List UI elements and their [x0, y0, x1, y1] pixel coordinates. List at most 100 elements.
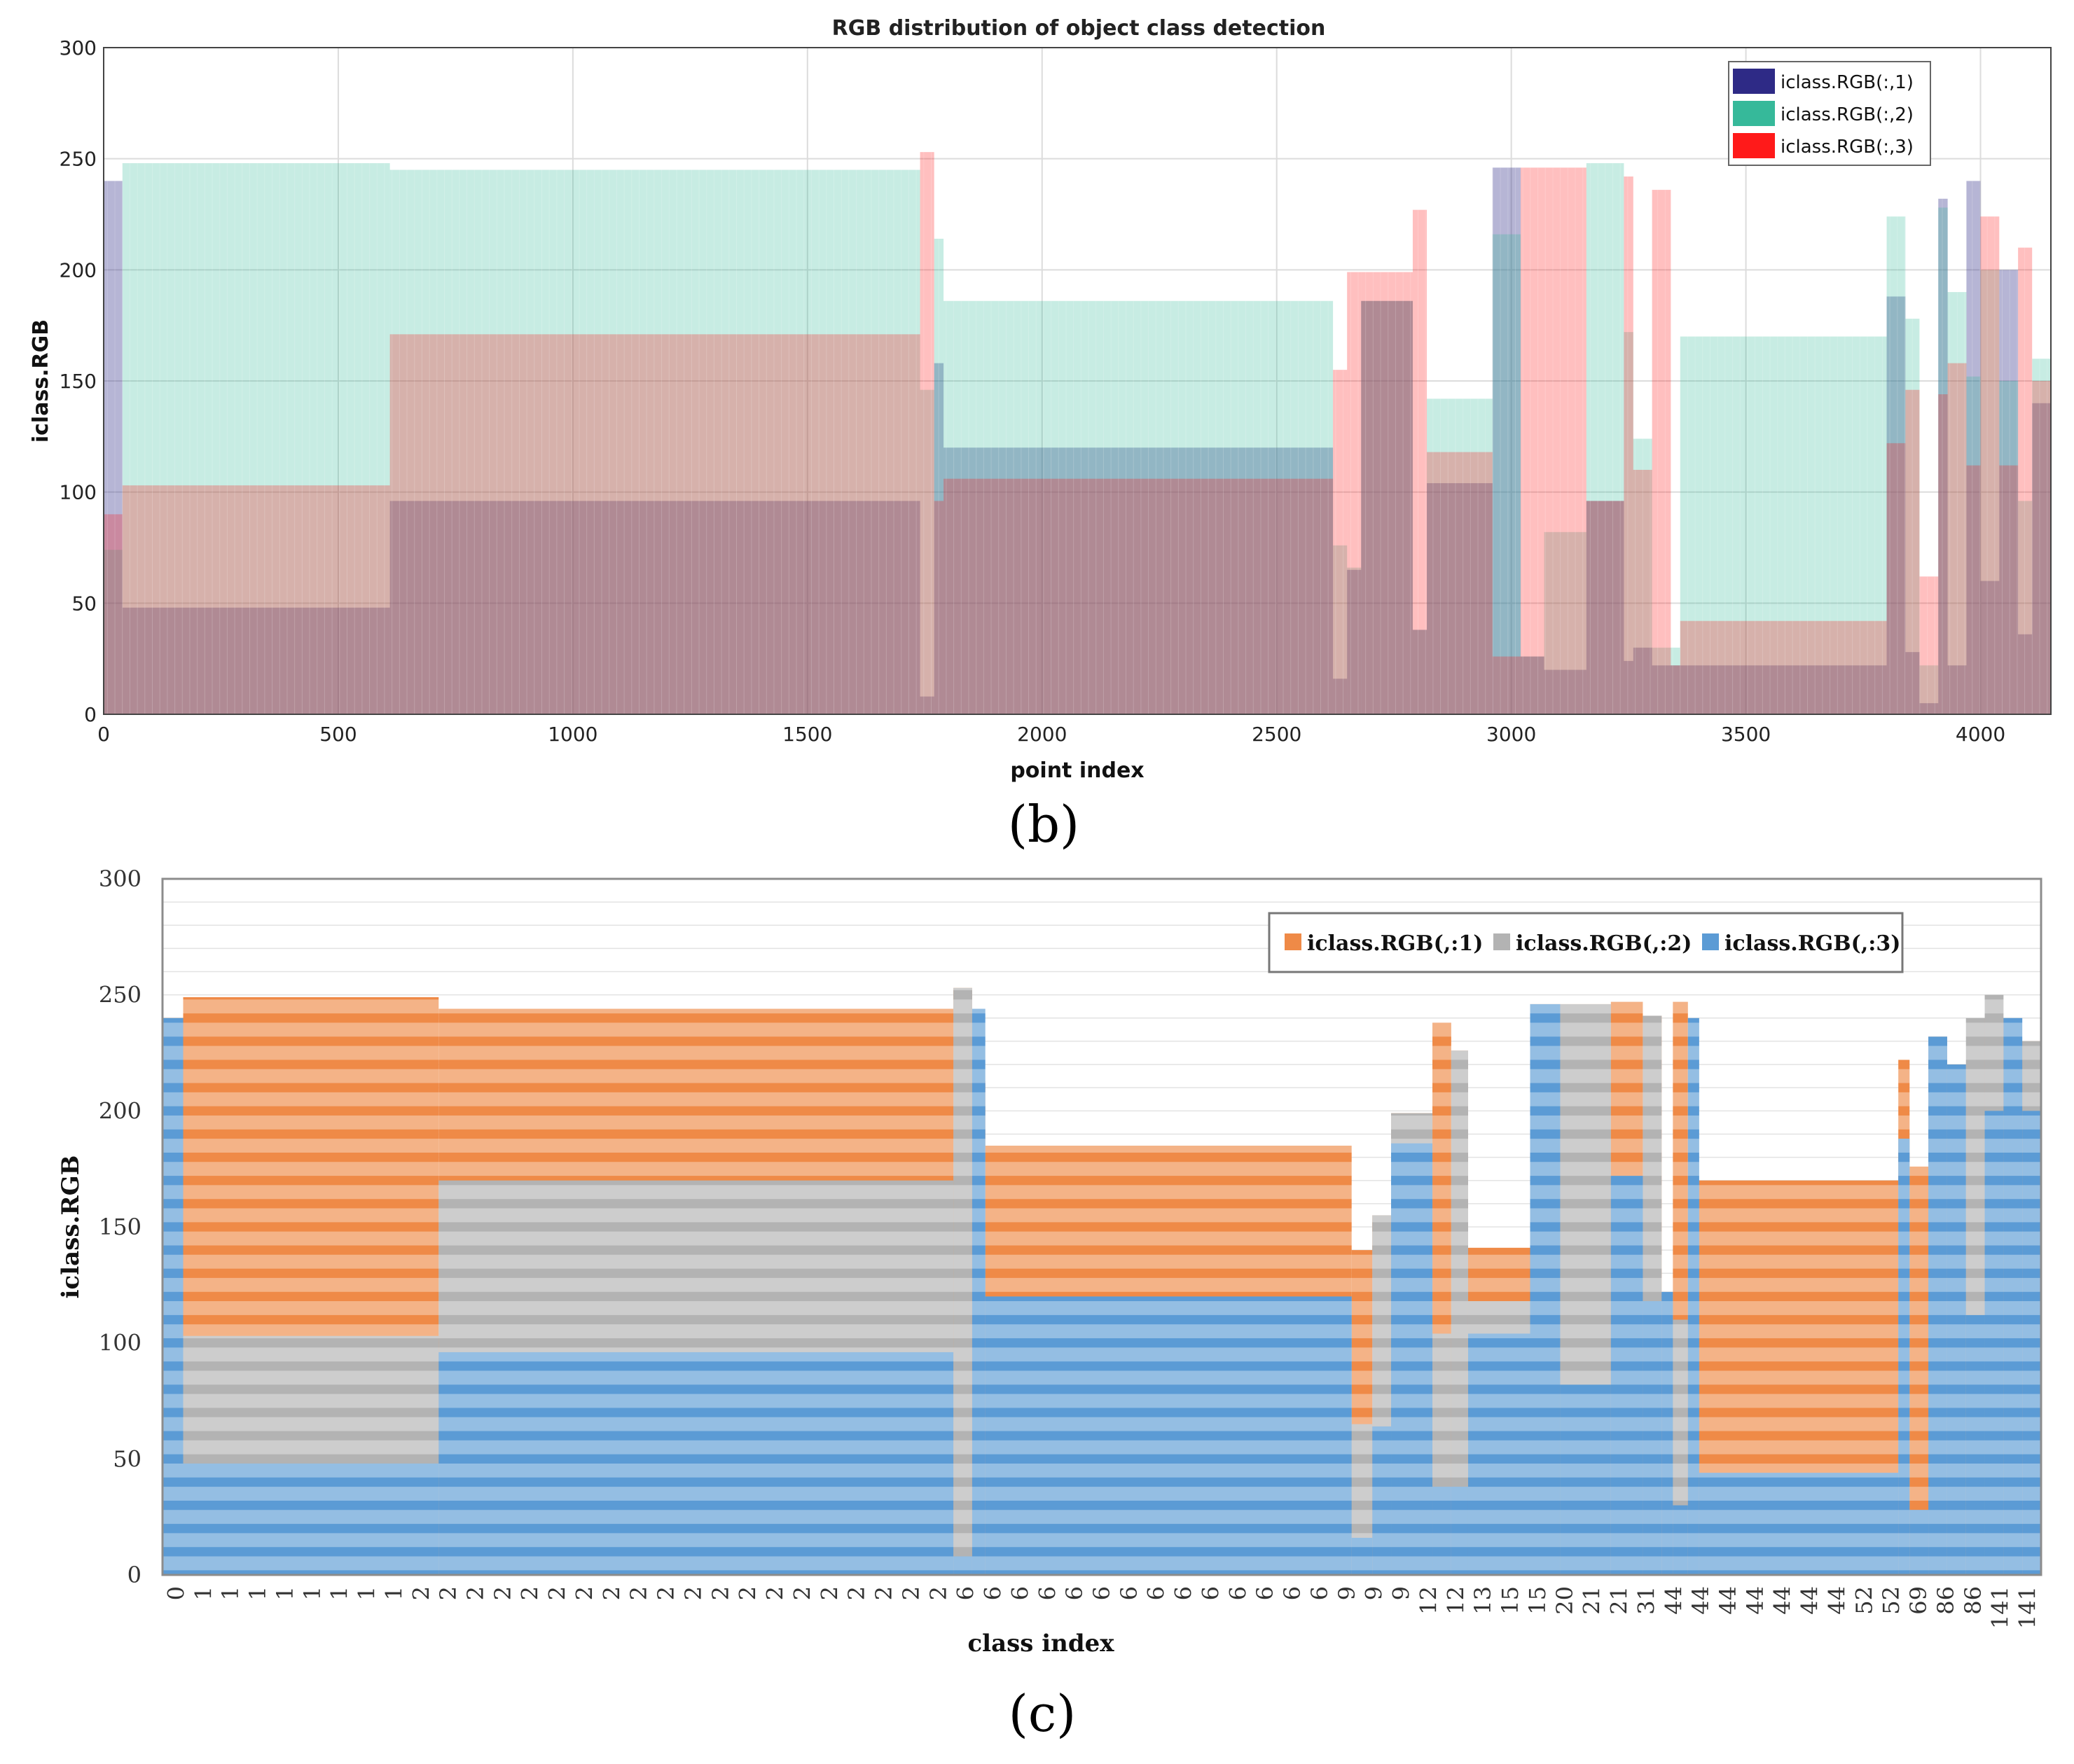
legend-box-c	[1268, 912, 1904, 973]
bar-stripe-c-21	[163, 1069, 2041, 1083]
x-tick-label-c-23: 2	[789, 1586, 815, 1600]
x-axis-label-c: class index	[967, 1630, 1114, 1658]
y-tick-label-b-1: 50	[71, 592, 97, 615]
bar-b-s2-15	[1586, 163, 1624, 715]
bar-stripe-c-29	[163, 883, 2041, 898]
bar-b-s1-5	[943, 447, 1334, 714]
bar-stripe-c-10	[163, 1324, 2041, 1339]
bar-b-s1-21	[1886, 296, 1906, 714]
bar-b-s2-23	[1919, 665, 1939, 714]
bar-b-s1-8	[1361, 300, 1413, 714]
bar-b-s1-10	[1427, 482, 1456, 714]
bar-texture-b	[106, 152, 2048, 714]
bar-stripe-c-23	[163, 1022, 2041, 1037]
bar-b-s1-19	[1671, 665, 1680, 714]
bar-c-s3-18	[1687, 1018, 1699, 1575]
bar-c-s3-2	[438, 1352, 954, 1575]
bar-stripe-c-12	[163, 1277, 2041, 1292]
x-tick-label-c-46: 12	[1415, 1586, 1442, 1615]
bar-stripe-c-14	[163, 1231, 2041, 1246]
legend-c: iclass.RGB(,:1) iclass.RGB(,:2) iclass.R…	[1268, 912, 1904, 973]
bar-b-s3-22	[1905, 389, 1920, 714]
bar-b-s3-24	[1938, 394, 1948, 714]
bar-stripe-c-5	[163, 1440, 2041, 1454]
bar-c-s3-16	[1661, 1291, 1673, 1575]
x-tick-label-c-57: 44	[1715, 1586, 1741, 1615]
x-tick-label-c-20: 2	[707, 1586, 734, 1600]
bar-b-s1-11	[1455, 482, 1493, 714]
x-tick-label-c-44: 9	[1361, 1586, 1388, 1600]
bar-c-s3-14	[1610, 1176, 1643, 1575]
x-tick-label-c-4: 1	[272, 1586, 298, 1600]
bar-c-s3-10	[1451, 1487, 1468, 1575]
panel-label-b: (b)	[1008, 795, 1079, 854]
x-tick-label-c-55: 44	[1660, 1586, 1687, 1615]
bar-b-s2-11	[1455, 398, 1493, 714]
bar-c-s3-3	[953, 1556, 972, 1575]
x-tick-label-c-3: 1	[244, 1586, 271, 1600]
x-tick-label-c-34: 6	[1088, 1586, 1115, 1600]
bar-b-s1-2	[389, 501, 920, 714]
bar-b-s3-4	[934, 501, 944, 714]
bar-c-s3-26	[2003, 1018, 2023, 1575]
y-axis-label-c: iclass.RGB	[57, 1155, 85, 1299]
bar-b-s3-18	[1652, 190, 1671, 714]
x-tick-label-c-66: 86	[1960, 1586, 1986, 1615]
bar-c-s3-21	[1909, 1510, 1929, 1575]
bars-b	[104, 152, 2051, 715]
x-tick-label-b-0: 0	[97, 723, 110, 746]
bars-c	[163, 987, 2041, 1575]
x-tick-label-c-30: 6	[980, 1586, 1007, 1600]
legend-swatch-b-1	[1733, 69, 1775, 94]
bar-b-s1-24	[1938, 198, 1948, 715]
bar-b-s1-26	[1966, 181, 1981, 714]
x-tick-label-c-65: 86	[1933, 1586, 1959, 1615]
x-tick-label-c-19: 2	[680, 1586, 707, 1600]
x-tick-label-c-37: 6	[1170, 1586, 1197, 1600]
bar-b-s2-22	[1905, 319, 1920, 714]
bar-b-s3-3	[920, 152, 934, 714]
bar-b-s3-1	[122, 485, 390, 714]
bar-b-s1-16	[1624, 660, 1633, 714]
bar-c-s3-6	[1351, 1537, 1373, 1575]
bar-b-s2-16	[1624, 332, 1633, 715]
legend-label-b-2: iclass.RGB(:,2)	[1781, 104, 1914, 125]
x-tick-label-c-31: 6	[1007, 1586, 1033, 1600]
x-tick-label-c-25: 2	[843, 1586, 870, 1600]
bar-b-s2-7	[1347, 567, 1362, 714]
x-tick-label-b-6: 3000	[1486, 723, 1536, 746]
legend-swatch-b-3	[1733, 133, 1775, 158]
bar-b-s2-20	[1680, 336, 1887, 714]
bar-c-s3-27	[2022, 1111, 2041, 1575]
legend-label-b-1: iclass.RGB(:,1)	[1781, 72, 1914, 93]
bar-stripe-c-20	[163, 1092, 2041, 1106]
bar-stripe-c-16	[163, 1185, 2041, 1200]
bar-b-s3-21	[1886, 443, 1906, 714]
bar-b-s2-8	[1361, 300, 1413, 714]
x-tick-label-b-5: 2500	[1252, 723, 1301, 746]
bar-b-s1-25	[1947, 665, 1967, 714]
bar-b-s3-25	[1947, 363, 1967, 714]
x-tick-label-b-2: 1000	[548, 723, 597, 746]
bar-c-s3-7	[1372, 1426, 1392, 1575]
x-tick-label-c-41: 6	[1279, 1586, 1306, 1600]
bar-c-s3-25	[1984, 1111, 2004, 1575]
x-tick-label-c-14: 2	[544, 1586, 571, 1600]
bar-b-s3-27	[1980, 216, 2000, 714]
bar-b-s1-13	[1521, 656, 1544, 714]
x-tick-label-c-1: 1	[190, 1586, 216, 1600]
x-tick-label-c-59: 44	[1769, 1586, 1796, 1615]
x-tick-label-c-27: 2	[898, 1586, 925, 1600]
bar-c-s3-4	[972, 1008, 986, 1575]
bar-stripe-c-11	[163, 1301, 2041, 1315]
bar-b-s2-19	[1671, 647, 1680, 714]
x-tick-label-c-32: 6	[1034, 1586, 1060, 1600]
x-tick-label-c-22: 2	[762, 1586, 789, 1600]
x-tick-label-c-45: 9	[1388, 1586, 1415, 1600]
bar-b-s3-7	[1347, 272, 1362, 714]
bar-b-s2-9	[1412, 630, 1427, 714]
y-tick-label-c-0: 0	[127, 1562, 141, 1588]
x-tick-label-c-47: 12	[1442, 1586, 1469, 1615]
legend-swatch-c-1	[1285, 933, 1301, 950]
y-tick-label-b-6: 300	[60, 36, 97, 60]
